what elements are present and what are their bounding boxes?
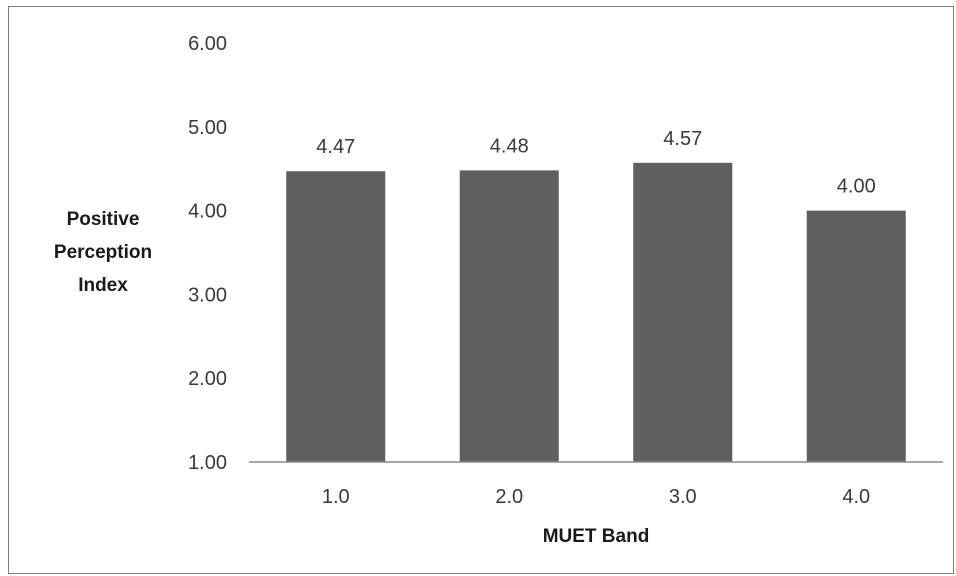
x-tick-label: 3.0 [669, 486, 697, 508]
bar-value-label: 4.00 [837, 176, 876, 198]
bar [286, 171, 386, 463]
x-tick-label: 1.0 [322, 486, 350, 508]
y-axis-title-line-3: Index [78, 275, 128, 296]
chart-frame: 1.00 2.00 3.00 4.00 5.00 6.00 4.47 4.48 4.57 4.0… [8, 6, 954, 574]
bar [806, 210, 906, 462]
bar-value-label: 4.47 [316, 136, 355, 158]
x-tick-label: 2.0 [495, 486, 523, 508]
y-tick-label: 6.00 [188, 33, 227, 55]
x-axis-title: MUET Band [543, 526, 650, 547]
bar-chart: 1.00 2.00 3.00 4.00 5.00 6.00 4.47 4.48 4.57 4.0… [54, 33, 943, 547]
bar [459, 170, 559, 462]
bar-value-label: 4.48 [490, 135, 529, 157]
y-tick-label: 1.00 [188, 452, 227, 474]
y-tick-label: 4.00 [188, 201, 227, 223]
bar-value-label: 4.57 [663, 128, 702, 150]
y-axis-ticks: 1.00 2.00 3.00 4.00 5.00 6.00 [188, 33, 227, 474]
bars [286, 162, 906, 463]
y-tick-label: 3.00 [188, 284, 227, 306]
y-tick-label: 5.00 [188, 117, 227, 139]
bar [633, 162, 733, 463]
y-axis-title-line-1: Positive [67, 209, 140, 230]
data-labels: 4.47 4.48 4.57 4.00 [316, 128, 875, 198]
x-tick-label: 4.0 [842, 486, 870, 508]
x-axis-ticks: 1.0 2.0 3.0 4.0 [322, 486, 870, 508]
y-tick-label: 2.00 [188, 368, 227, 390]
y-axis-title-line-2: Perception [54, 242, 152, 263]
